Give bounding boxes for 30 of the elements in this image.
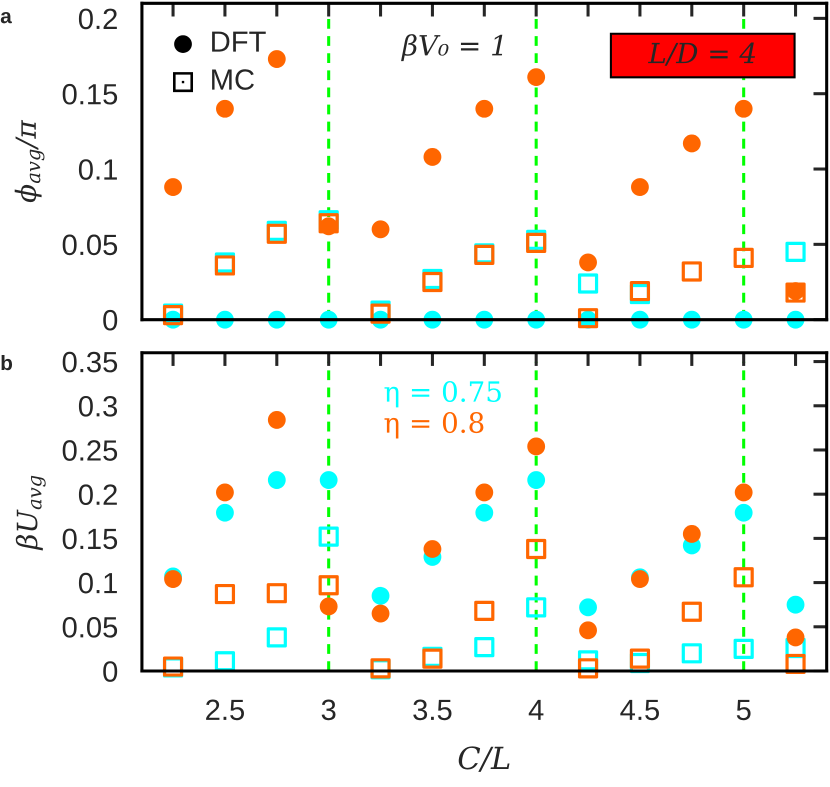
x-tick-label: 5 [736, 700, 751, 720]
y-tick-label: 0.3 [78, 396, 118, 417]
chart-title: b [2, 354, 12, 370]
x-tick-label: 4 [528, 700, 544, 720]
annotation: βV₀ = 1 [401, 34, 502, 62]
y-tick-label: 0.2 [78, 484, 117, 506]
x-tick-label: 4.5 [620, 700, 659, 720]
y-tick-label: 0.35 [62, 352, 118, 372]
y-tick-label: 0.1 [78, 572, 117, 594]
x-tick-label: 3.5 [413, 700, 452, 720]
y-axis-title: βU$_{avg}$ [16, 476, 46, 551]
y-tick-label: 0.2 [78, 8, 117, 30]
y-tick-label: 0.15 [62, 84, 118, 105]
y-tick-label: 0 [103, 661, 118, 682]
y-tick-label: 0.15 [62, 528, 118, 550]
x-tick-label: 2.5 [206, 700, 244, 720]
x-tick-label: 3 [322, 700, 336, 720]
annotation: MC [212, 69, 254, 90]
y-tick-label: 0.1 [78, 159, 117, 180]
annotation: DFT [212, 32, 266, 52]
text: η = 0.75 [384, 381, 501, 408]
series-label: η = 0.8 [384, 412, 484, 438]
y-tick-label: 0.05 [62, 234, 118, 256]
x-axis-title: C/L [458, 746, 510, 772]
y-tick-label: 0.25 [62, 440, 118, 461]
y-tick-label: 0.05 [62, 616, 118, 638]
annotation: L/D = 4 [648, 42, 756, 66]
chart-title: a [0, 12, 12, 24]
y-tick-label: 0 [103, 310, 118, 331]
y-axis-title: ϕ$_{avg}$/π [14, 120, 44, 202]
